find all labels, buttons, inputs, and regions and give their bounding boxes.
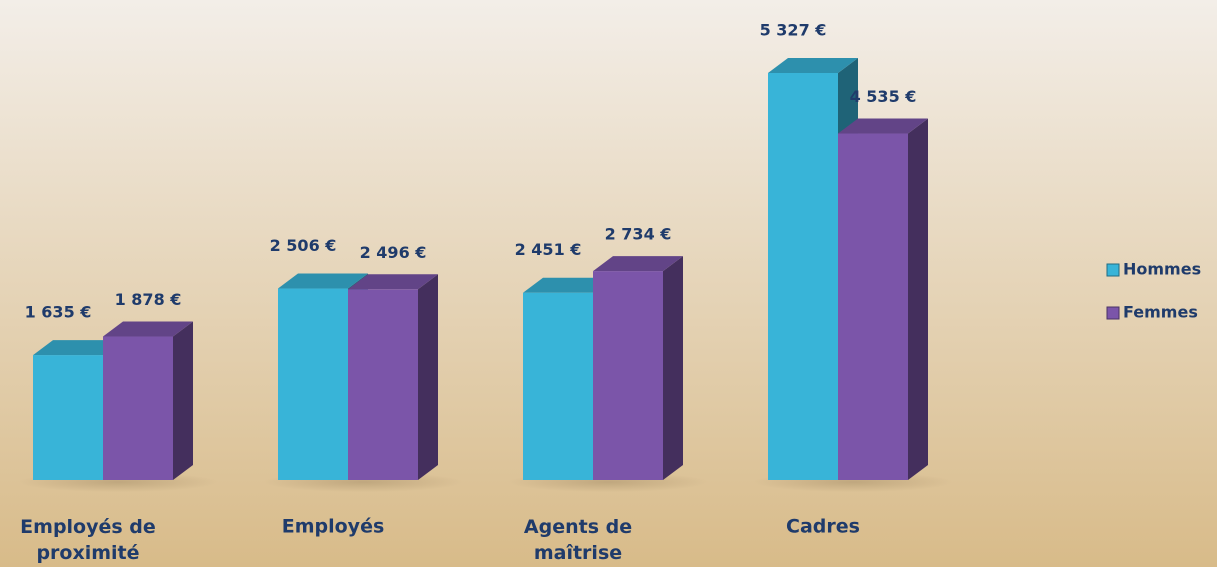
value-label: 5 327 €: [760, 21, 827, 40]
x-tick-label-line: Agents de: [524, 516, 632, 538]
x-tick-label-line: Employés de: [20, 516, 156, 538]
bar: [278, 288, 348, 480]
bar-top: [768, 58, 858, 73]
value-label: 1 635 €: [25, 303, 92, 322]
bar-top: [103, 321, 193, 337]
bar-top: [348, 274, 438, 290]
x-tick-label-line: proximité: [36, 542, 139, 564]
bar: [348, 289, 418, 480]
bar-top: [838, 118, 928, 134]
bar-side: [908, 118, 928, 481]
value-label: 2 451 €: [515, 240, 582, 259]
x-tick-label-line: maîtrise: [534, 542, 622, 564]
bar-top: [523, 277, 613, 293]
bar: [838, 133, 908, 480]
value-label: 1 878 €: [115, 290, 182, 309]
x-tick-label: Employés: [282, 516, 385, 538]
bar-top: [593, 256, 683, 272]
bar-top: [278, 273, 368, 289]
bar: [593, 271, 663, 480]
bar-side: [663, 256, 683, 480]
bar: [33, 355, 103, 480]
bar: [768, 73, 838, 480]
legend-swatch: [1106, 306, 1120, 320]
legend-label: Femmes: [1123, 303, 1198, 322]
x-tick-label: Cadres: [786, 516, 860, 538]
bar-side: [173, 321, 193, 480]
value-label: 2 506 €: [270, 236, 337, 255]
bar-side: [418, 274, 438, 480]
value-label: 2 496 €: [360, 243, 427, 262]
bar: [103, 336, 173, 480]
x-tick-label: Agents de maîtrise: [524, 516, 632, 564]
bar: [523, 292, 593, 480]
x-tick-label: Employés de proximité: [20, 516, 156, 564]
value-label: 2 734 €: [605, 225, 672, 244]
legend-label: Hommes: [1123, 260, 1201, 279]
bar-top: [33, 340, 123, 356]
value-label: 4 535 €: [850, 87, 917, 106]
legend-swatch: [1106, 263, 1120, 277]
